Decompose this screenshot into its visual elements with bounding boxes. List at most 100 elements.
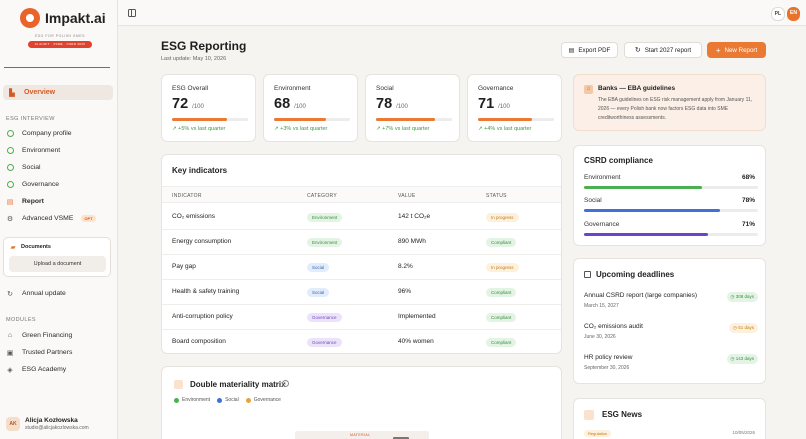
documents-header: ▰ Documents (9, 243, 51, 251)
indicator-value: 96% (398, 288, 412, 295)
table-row[interactable]: Health & safety training Social 96% Comp… (162, 280, 561, 305)
score-change: ↗ +3% vs last quarter (274, 126, 328, 132)
new-report-button[interactable]: + New Report (707, 42, 766, 58)
sidebar-item-social[interactable]: Social (6, 161, 112, 174)
info-icon[interactable]: i (282, 380, 289, 387)
score-max: /100 (192, 104, 204, 110)
sidebar-item-advanced-vsme[interactable]: ⚙ Advanced VSME OPT (6, 212, 112, 225)
partners-icon: ▣ (6, 349, 14, 357)
score-max: /100 (396, 104, 408, 110)
score-card-governance: Governance 71 /100 ↗ +4% vs last quarter (467, 74, 562, 142)
status-badge: In progress (486, 263, 519, 272)
score-label: Governance (478, 85, 514, 92)
sidebar-item-annual-update[interactable]: ↻ Annual update (6, 287, 112, 300)
materiality-card: Double materiality matrix i Environment … (161, 366, 562, 439)
sidebar-item-green-financing[interactable]: ⌂ Green Financing (6, 329, 112, 342)
compliance-percent: 71% (741, 221, 755, 228)
progress-bar (478, 118, 554, 121)
language-pl-button[interactable]: PL (770, 7, 786, 21)
deadline-item[interactable]: HR policy review September 30, 2026 ◷ 14… (584, 354, 758, 382)
user-profile[interactable]: AK Alicja Kozłowska studio@alicjakozlows… (0, 408, 117, 439)
legend-dot (217, 397, 223, 403)
graduation-cap-icon: ◈ (7, 366, 13, 374)
sidebar-item-report[interactable]: ▤ Report (6, 195, 112, 208)
score-change: ↗ +4% vs last quarter (478, 126, 532, 132)
export-pdf-button[interactable]: ▤ Export PDF (561, 42, 618, 58)
column-header: INDICATOR (172, 193, 202, 199)
start-report-button[interactable]: ↻ Start 2027 report (624, 42, 702, 58)
indicator-name: Pay gap (172, 263, 196, 270)
brand-logo[interactable]: Impakt.ai ESG FOR POLISH SMES AI AUDIT ·… (10, 8, 110, 66)
table-row[interactable]: Energy consumption Environment 890 MWh C… (162, 230, 561, 255)
score-change: ↗ +7% vs last quarter (376, 126, 430, 132)
sidebar-item-company-profile[interactable]: Company profile (6, 127, 112, 140)
grid-icon (174, 380, 183, 389)
plus-icon: + (715, 45, 721, 55)
legend-label: Environment (182, 397, 211, 403)
brand-name: Impakt.ai (45, 10, 106, 26)
progress-fill (584, 233, 708, 236)
news-date: 10/05/2026 (732, 430, 755, 435)
table-row[interactable]: Anti-corruption policy Governance Implem… (162, 305, 561, 330)
sidebar-item-environment[interactable]: Environment (6, 144, 112, 157)
button-label: Start 2027 report (644, 46, 692, 54)
days-left: 51 days (738, 325, 754, 330)
toggle-sidebar-icon[interactable] (128, 9, 136, 17)
table-row[interactable]: Board composition Governance 40% women C… (162, 330, 561, 355)
sidebar-item-governance[interactable]: Governance (6, 178, 112, 191)
score-max: /100 (498, 104, 510, 110)
deadline-date: September 30, 2026 (584, 365, 630, 371)
legend-dot (245, 397, 251, 403)
deadline-item[interactable]: Annual CSRD report (large companies) Mar… (584, 292, 758, 320)
upload-document-button[interactable]: Upload a document (9, 256, 106, 272)
legend-dot (174, 397, 179, 403)
progress-bar (172, 118, 248, 121)
compliance-label: Governance (584, 221, 620, 228)
legend-label: Governance (253, 397, 281, 403)
check-circle-icon (6, 130, 14, 138)
progress-fill (172, 118, 227, 121)
score-change-text: +3% vs last quarter (280, 126, 328, 132)
sidebar-item-overview[interactable]: ▙ Overview (3, 85, 113, 100)
progress-bar (584, 209, 758, 212)
sidebar: Impakt.ai ESG FOR POLISH SMES AI AUDIT ·… (0, 0, 118, 439)
days-left: 143 days (735, 356, 754, 361)
progress-fill (274, 118, 326, 121)
score-number: 71 (478, 96, 495, 112)
progress-fill (478, 118, 532, 121)
settings-icon: ⚙ (6, 215, 14, 223)
days-left-badge: ◷ 308 days (726, 292, 758, 302)
category-badge: Environment (307, 213, 343, 222)
button-label: New Report (724, 46, 758, 54)
documents-title: Documents (21, 244, 51, 250)
bank-icon: ⌂ (7, 332, 13, 339)
score-value: 72 /100 (172, 96, 204, 112)
sidebar-item-label: Social (22, 164, 41, 171)
avatar: AK (6, 416, 20, 431)
deadline-item[interactable]: CO₂ emissions audit June 30, 2026 ◷ 51 d… (584, 323, 758, 351)
status-badge: In progress (486, 213, 519, 222)
user-name: Alicja Kozłowska (25, 416, 78, 424)
language-switch: PL EN (770, 7, 800, 21)
materiality-matrix: MATERIAL (295, 431, 429, 439)
table-row[interactable]: CO₂ emissions Environment 142 t CO₂e In … (162, 205, 561, 230)
sidebar-item-esg-academy[interactable]: ◈ ESG Academy (6, 363, 112, 376)
folder-icon: ▰ (10, 244, 16, 251)
section-title: Double materiality matrix (190, 380, 286, 389)
news-category-badge: Regulation (584, 430, 612, 437)
newspaper-icon (584, 410, 594, 420)
check-circle-icon (6, 164, 14, 172)
deadline-name: Annual CSRD report (large companies) (584, 292, 698, 299)
days-left: 308 days (735, 294, 754, 299)
score-change-text: +7% vs last quarter (382, 126, 430, 132)
check-circle-icon (6, 147, 14, 155)
score-label: ESG Overall (172, 85, 209, 92)
indicator-name: Energy consumption (172, 238, 232, 245)
compliance-label: Social (584, 197, 602, 204)
legend-item: Governance (245, 397, 281, 403)
score-value: 71 /100 (478, 96, 510, 112)
language-en-button[interactable]: EN (787, 7, 800, 21)
sidebar-item-trusted-partners[interactable]: ▣ Trusted Partners (6, 346, 112, 359)
table-row[interactable]: Pay gap Social 8.2% In progress (162, 255, 561, 280)
matrix-marker (393, 437, 409, 439)
